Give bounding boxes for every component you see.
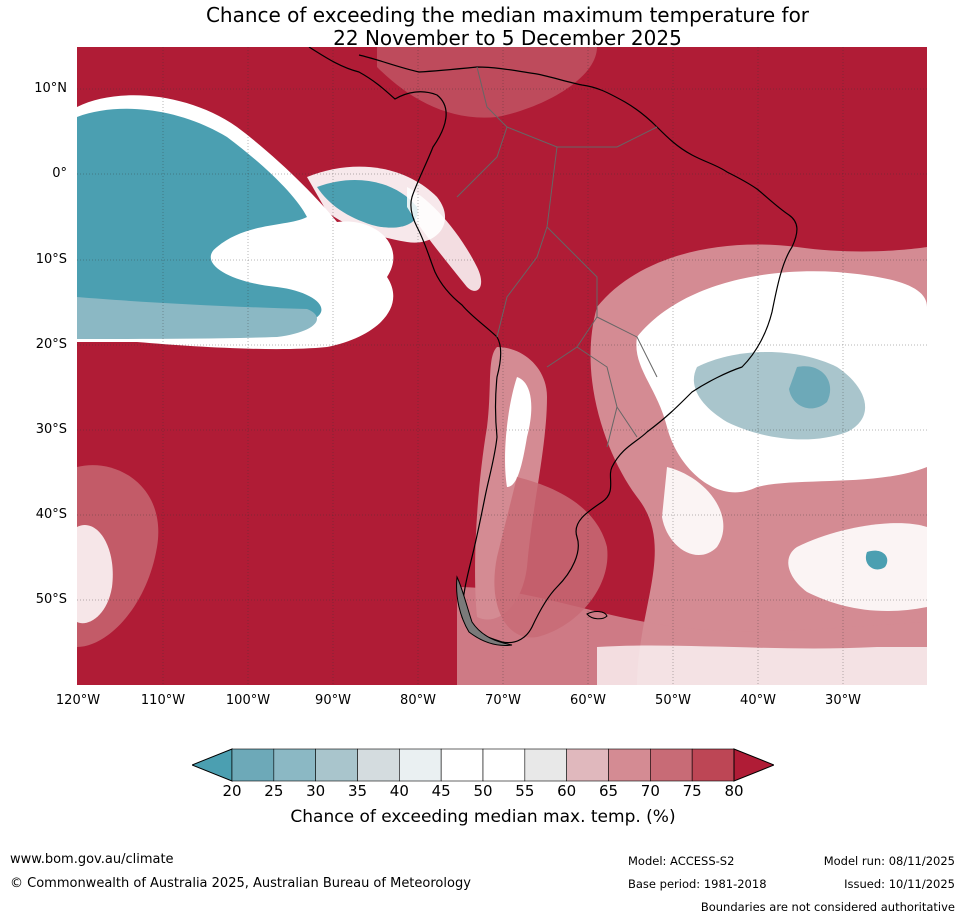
colorbar-tick-label: 70 — [640, 782, 660, 800]
colorbar-segment — [691, 748, 735, 782]
colorbar-segment — [566, 748, 609, 782]
colorbar-segment — [357, 748, 400, 782]
colorbar-arrow-high — [733, 748, 774, 782]
lat-label-20s: 20°S — [35, 337, 67, 352]
colorbar-segment — [231, 748, 275, 782]
colorbar-arrow-low — [192, 748, 233, 782]
lat-label-30s: 30°S — [35, 422, 67, 437]
lon-label-30w: 30°W — [825, 693, 861, 708]
south-atlantic-patches — [788, 523, 927, 612]
footer-copyright: © Commonwealth of Australia 2025, Austra… — [10, 876, 471, 891]
footer-disclaimer: Boundaries are not considered authoritat… — [700, 900, 955, 914]
argentina-pink — [494, 477, 608, 638]
pacific-cool-zone — [77, 108, 322, 328]
atlantic-cool-core — [789, 366, 831, 409]
colorbar-tick-label: 45 — [431, 782, 451, 800]
title-line-1: Chance of exceeding the median maximum t… — [205, 3, 810, 27]
colorbar-segment — [440, 748, 484, 782]
colorbar-tick-label: 50 — [473, 782, 493, 800]
lon-label-40w: 40°W — [740, 693, 776, 708]
lon-label-100w: 100°W — [225, 693, 271, 708]
lon-label-120w: 120°W — [55, 693, 101, 708]
tierra-del-fuego — [456, 575, 513, 646]
lat-label-10n: 10°N — [34, 81, 67, 96]
southwest-white-patch — [77, 525, 113, 624]
lon-label-60w: 60°W — [570, 693, 606, 708]
colorbar-tick-label: 65 — [598, 782, 619, 800]
footer-model: Model: ACCESS-S2 — [628, 854, 735, 868]
colorbar-segment — [482, 748, 526, 782]
south-america-coastline — [308, 47, 798, 644]
colorbar-tick-label: 35 — [347, 782, 368, 800]
peru-coast-white — [407, 187, 482, 291]
pacific-light-zone — [77, 297, 317, 339]
colorbar-tick-label: 60 — [557, 782, 577, 800]
colorbar-segment — [650, 748, 693, 782]
colorbar-segment — [524, 748, 567, 782]
colorbar-segment — [273, 748, 316, 782]
title-line-2: 22 November to 5 December 2025 — [333, 26, 682, 50]
lat-label-50s: 50°S — [35, 592, 67, 607]
lon-label-90w: 90°W — [315, 693, 351, 708]
colorbar-segment — [608, 748, 651, 782]
colorbar-segment — [399, 748, 442, 782]
footer-base-period: Base period: 1981-2018 — [628, 877, 767, 891]
lon-label-50w: 50°W — [655, 693, 691, 708]
colorbar-tick-label: 20 — [222, 782, 242, 800]
lon-label-70w: 70°W — [485, 693, 521, 708]
lat-label-10s: 10°S — [35, 252, 67, 267]
colorbar-tick-label: 25 — [264, 782, 284, 800]
northeast-pink — [377, 47, 597, 118]
colorbar-segment — [315, 748, 358, 782]
colorbar-label: Chance of exceeding median max. temp. (%… — [290, 807, 676, 827]
lat-label-40s: 40°S — [35, 507, 67, 522]
equatorial-cool-band — [317, 179, 418, 228]
colorbar — [192, 748, 774, 782]
lat-label-0: 0° — [52, 166, 67, 181]
map-gridlines — [77, 47, 927, 685]
south-atlantic-white — [662, 467, 724, 556]
lon-label-110w: 110°W — [140, 693, 186, 708]
colorbar-tick-label: 75 — [682, 782, 702, 800]
footer-issued: Issued: 10/11/2025 — [844, 877, 955, 891]
country-borders — [456, 66, 658, 448]
lon-label-80w: 80°W — [400, 693, 436, 708]
footer-model-run: Model run: 08/11/2025 — [823, 854, 955, 868]
south-atlantic-cool-spot — [865, 550, 888, 570]
falkland-islands — [586, 611, 608, 620]
colorbar-tick-label: 40 — [389, 782, 409, 800]
map-canvas — [77, 47, 927, 685]
colorbar-tick-label: 80 — [724, 782, 744, 800]
footer-website: www.bom.gov.au/climate — [10, 852, 174, 867]
map-title: Chance of exceeding the median maximum t… — [0, 4, 965, 50]
probability-map — [77, 47, 927, 685]
southern-ocean-white — [597, 645, 927, 685]
colorbar-tick-label: 55 — [515, 782, 535, 800]
colorbar-tick-label: 30 — [306, 782, 326, 800]
chile-coast-white — [505, 377, 532, 487]
